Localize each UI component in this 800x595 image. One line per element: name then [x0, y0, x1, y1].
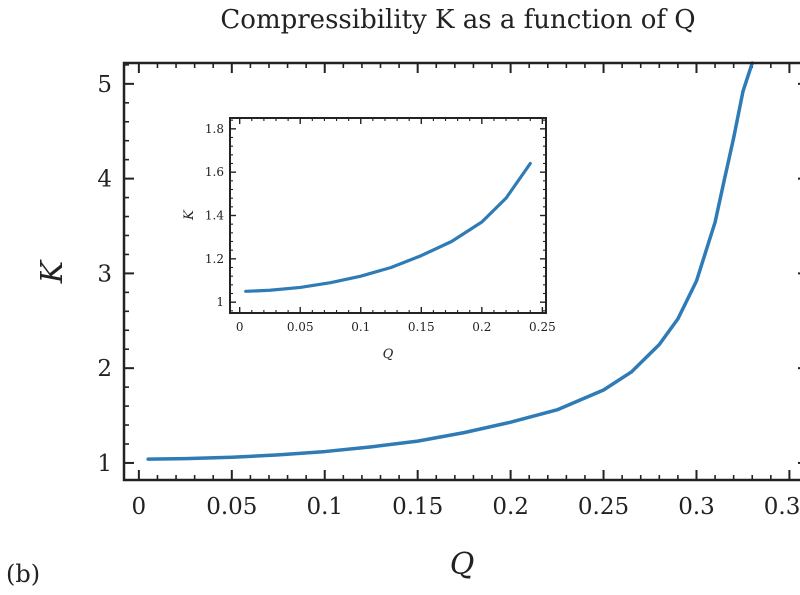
main-x-tick-label: 0.15	[392, 494, 443, 520]
main-x-tick-label: 0.05	[206, 494, 257, 520]
inset-x-tick-label: 0.2	[472, 320, 491, 334]
inset-series-group	[244, 161, 532, 293]
main-y-tick-label: 5	[97, 72, 112, 98]
inset-y-axis-label: K	[182, 209, 197, 221]
inset-x-tick-label: 0.1	[351, 320, 370, 334]
inset-y-tick-label: 1.2	[205, 252, 224, 266]
main-x-tick-label: 0.2	[492, 494, 529, 520]
main-y-tick-label: 2	[97, 356, 112, 382]
main-plot-frame	[122, 61, 800, 482]
main-x-tick-label: 0.3	[678, 494, 715, 520]
main-x-tick-label: 0.1	[306, 494, 343, 520]
inset-y-tick-label: 1.4	[205, 209, 224, 223]
inset-y-tick-label: 1.6	[205, 165, 224, 179]
chart-title: Compressibility K as a function of Q	[220, 5, 695, 35]
main-series-line	[146, 61, 754, 461]
main-x-tick-label: 0.25	[578, 494, 629, 520]
inset-x-tick-label: 0.25	[529, 320, 556, 334]
inset-x-tick-labels: 0 0.05 0.1 0.15 0.2 0.25	[236, 320, 556, 334]
inset-series-line	[244, 161, 532, 293]
main-x-tick-labels: 0 0.05 0.1 0.15 0.2 0.25 0.3 0.35	[132, 494, 800, 520]
inset-x-tick-label: 0.05	[287, 320, 314, 334]
main-y-axis-label: K	[35, 259, 70, 284]
inset-x-tick-label: 0	[236, 320, 244, 334]
main-plot: 0 0.05 0.1 0.15 0.2 0.25 0.3 0.35 1 2 3 4 5	[97, 61, 800, 520]
main-y-tick-label: 4	[97, 167, 112, 193]
inset-plot-frame	[229, 117, 547, 314]
inset-x-axis-label: Q	[383, 347, 394, 362]
inset-background	[230, 118, 546, 313]
main-x-tick-label: 0.35	[764, 494, 800, 520]
main-y-tick-labels: 1 2 3 4 5	[97, 72, 112, 477]
inset-x-tick-label: 0.15	[408, 320, 435, 334]
main-y-tick-label: 1	[97, 451, 112, 477]
main-x-tick-label: 0	[132, 494, 147, 520]
inset-plot: 0 0.05 0.1 0.15 0.2 0.25 1 1.2 1.4 1.6 1.8	[205, 117, 556, 334]
inset-y-tick-labels: 1 1.2 1.4 1.6 1.8	[205, 122, 224, 309]
inset-y-tick-label: 1	[216, 295, 224, 309]
main-series-group	[146, 61, 754, 461]
inset-y-tick-label: 1.8	[205, 122, 224, 136]
main-y-tick-label: 3	[97, 261, 112, 287]
main-x-axis-label: Q	[450, 547, 475, 582]
panel-label: (b)	[6, 560, 40, 588]
